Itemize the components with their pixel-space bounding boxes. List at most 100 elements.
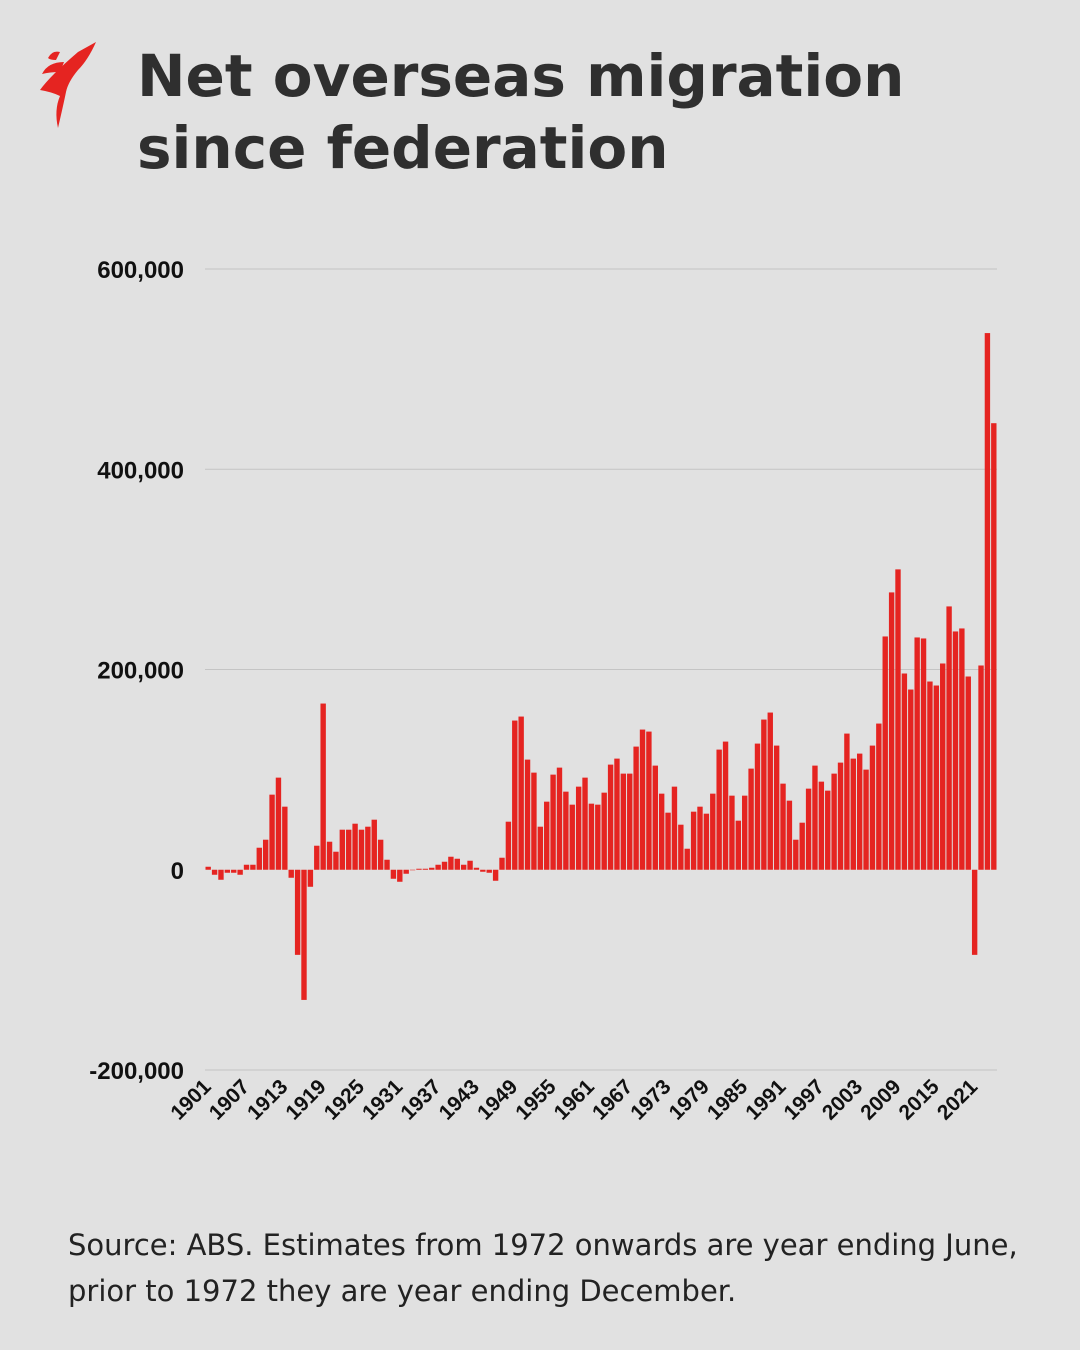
bar-1907 <box>243 864 250 870</box>
bar-1943 <box>473 867 480 870</box>
bar-1974 <box>671 786 678 870</box>
bar-1957 <box>563 791 569 870</box>
bar-1946 <box>492 869 499 881</box>
bar-1949 <box>512 720 518 870</box>
bar-2011 <box>908 689 914 870</box>
bar-1904 <box>224 869 231 873</box>
bar-1990 <box>773 745 780 870</box>
bar-1967 <box>627 773 633 870</box>
bar-1963 <box>601 792 607 870</box>
bar-1959 <box>575 786 582 870</box>
bar-1986 <box>748 768 754 870</box>
bar-1947 <box>499 857 505 870</box>
bar-1936 <box>429 867 435 870</box>
bar-1961 <box>588 803 595 870</box>
bar-1950 <box>518 716 524 870</box>
bar-1925 <box>358 829 365 870</box>
bar-1909 <box>256 847 262 870</box>
bar-1924 <box>352 823 358 870</box>
bar-1979 <box>703 813 710 870</box>
bar-2018 <box>952 631 959 870</box>
x-tick-label: 1937 <box>396 1075 445 1124</box>
y-tick-label: 400,000 <box>97 457 184 484</box>
bar-1906 <box>237 869 243 875</box>
bar-1937 <box>435 864 441 870</box>
bar-2010 <box>901 673 908 870</box>
bar-1934 <box>416 868 422 870</box>
bar-1940 <box>454 858 460 870</box>
x-tick-label: 1967 <box>588 1075 637 1124</box>
bar-2021 <box>971 869 978 955</box>
y-axis-labels: 600,000 400,000 200,000 0 -200,000 <box>89 257 184 1085</box>
bar-2020 <box>965 676 971 870</box>
x-tick-label: 1919 <box>281 1075 330 1124</box>
bar-2012 <box>914 637 920 870</box>
bar-2009 <box>895 569 901 870</box>
x-tick-label: 2003 <box>818 1075 867 1124</box>
x-tick-label: 1961 <box>550 1075 600 1125</box>
bar-1911 <box>269 794 275 870</box>
bar-1948 <box>505 821 512 870</box>
bar-1919 <box>320 703 326 870</box>
bar-1923 <box>346 829 352 870</box>
bar-1928 <box>377 839 384 870</box>
x-tick-label: 2021 <box>933 1075 983 1125</box>
bar-1999 <box>831 773 837 870</box>
bar-2013 <box>920 638 927 870</box>
chart-title: Net overseas migration since federation <box>137 40 957 184</box>
bar-1955 <box>550 774 556 870</box>
bar-1942 <box>467 860 473 870</box>
bar-1938 <box>441 861 448 870</box>
x-tick-label: 1943 <box>435 1075 484 1124</box>
chart-title-text: Net overseas migration since federation <box>137 42 905 182</box>
x-tick-label: 1913 <box>243 1075 292 1124</box>
bar-1980 <box>710 793 716 870</box>
bar-1960 <box>582 777 588 870</box>
bar-1916 <box>301 869 307 1000</box>
bar-1945 <box>486 869 492 873</box>
bar-2001 <box>844 733 850 870</box>
bar-2017 <box>946 606 952 870</box>
bar-1988 <box>761 719 767 870</box>
bar-2007 <box>882 636 888 870</box>
bar-2008 <box>888 592 895 870</box>
x-tick-label: 1949 <box>473 1075 522 1124</box>
bar-1977 <box>690 811 697 870</box>
bar-1985 <box>742 795 748 870</box>
y-tick-label: 200,000 <box>97 658 184 685</box>
bar-1930 <box>390 869 397 879</box>
sbs-logo-icon <box>38 40 100 134</box>
x-tick-label: 1979 <box>665 1075 714 1124</box>
bar-1975 <box>678 824 684 870</box>
x-tick-label: 1931 <box>358 1075 408 1125</box>
x-tick-label: 1907 <box>205 1075 254 1124</box>
bar-1914 <box>288 869 294 878</box>
bar-1973 <box>665 812 671 870</box>
bar-1915 <box>294 869 301 955</box>
bar-2004 <box>863 769 869 870</box>
bar-1987 <box>754 743 761 870</box>
bar-1998 <box>825 790 831 870</box>
bar-1935 <box>422 868 429 870</box>
bar-1965 <box>614 758 620 870</box>
x-tick-label: 1997 <box>780 1075 829 1124</box>
x-tick-label: 2015 <box>895 1075 945 1125</box>
bar-1952 <box>531 772 537 870</box>
gridlines <box>205 268 997 1071</box>
bar-1912 <box>275 777 282 870</box>
bar-1991 <box>780 783 786 870</box>
bar-1901 <box>205 866 211 870</box>
bar-1917 <box>307 869 314 887</box>
bar-2005 <box>869 745 876 870</box>
bar-1932 <box>403 869 409 874</box>
x-tick-label: 1991 <box>741 1075 791 1125</box>
bar-1944 <box>480 869 486 872</box>
bar-1933 <box>409 869 416 871</box>
bar-1927 <box>371 819 377 870</box>
bar-2015 <box>933 685 940 870</box>
bar-1920 <box>326 841 333 870</box>
bar-1926 <box>365 826 371 870</box>
bar-2014 <box>927 681 933 870</box>
bar-1918 <box>314 845 320 870</box>
x-tick-label: 1925 <box>320 1075 370 1125</box>
